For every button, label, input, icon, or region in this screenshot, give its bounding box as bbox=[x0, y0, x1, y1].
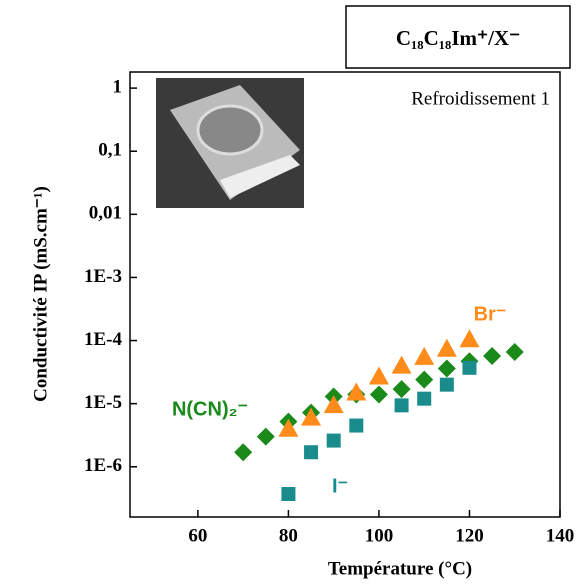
square-point bbox=[394, 398, 409, 413]
x-tick-label: 80 bbox=[279, 525, 298, 546]
x-tick-label: 100 bbox=[365, 525, 394, 546]
triangle-point bbox=[301, 407, 322, 426]
y-tick-label: 1E-4 bbox=[84, 329, 123, 350]
y-tick-label: 1 bbox=[113, 76, 123, 97]
triangle-point bbox=[414, 346, 435, 365]
box-title: C₁₈C₁₈Im⁺/X⁻ bbox=[396, 26, 520, 50]
square-point bbox=[439, 377, 454, 392]
triangle-point bbox=[323, 395, 344, 414]
y-axis-label: Conductivité IP (mS.cm⁻¹) bbox=[30, 186, 51, 402]
y-tick-label: 0,01 bbox=[89, 203, 122, 224]
x-tick-label: 120 bbox=[455, 525, 484, 546]
y-tick-label: 1E-5 bbox=[84, 392, 122, 413]
square-point bbox=[326, 433, 341, 448]
diamond-point bbox=[415, 370, 434, 389]
x-tick-label: 60 bbox=[188, 525, 207, 546]
diamond-point bbox=[437, 359, 456, 378]
triangle-point bbox=[278, 418, 299, 437]
diamond-point bbox=[483, 346, 502, 365]
title-box bbox=[345, 5, 571, 69]
square-point bbox=[417, 391, 432, 406]
square-point bbox=[304, 445, 319, 460]
triangle-point bbox=[346, 382, 367, 401]
x-tick-label: 140 bbox=[546, 525, 575, 546]
plot-frame bbox=[129, 71, 561, 518]
diamond-point bbox=[369, 385, 388, 404]
diamond-point bbox=[234, 443, 253, 462]
square-point bbox=[462, 360, 477, 375]
annotation: Refroidissement 1 bbox=[411, 88, 550, 109]
series-label: Br⁻ bbox=[474, 303, 507, 325]
triangle-point bbox=[459, 329, 480, 348]
triangle-point bbox=[436, 338, 457, 357]
square-point bbox=[281, 487, 296, 502]
series-label: N(CN)₂⁻ bbox=[172, 398, 248, 420]
diamond-point bbox=[256, 427, 275, 446]
x-axis-label: Température (°C) bbox=[328, 558, 472, 579]
y-tick-label: 1E-6 bbox=[84, 455, 122, 476]
square-point bbox=[349, 418, 364, 433]
inset-photo bbox=[156, 78, 304, 208]
triangle-point bbox=[368, 366, 389, 385]
diamond-point bbox=[392, 380, 411, 399]
y-tick-label: 1E-3 bbox=[84, 266, 122, 287]
series-label: I⁻ bbox=[332, 475, 348, 497]
diamond-point bbox=[505, 342, 524, 361]
triangle-point bbox=[391, 355, 412, 374]
y-tick-label: 0,1 bbox=[98, 140, 122, 161]
